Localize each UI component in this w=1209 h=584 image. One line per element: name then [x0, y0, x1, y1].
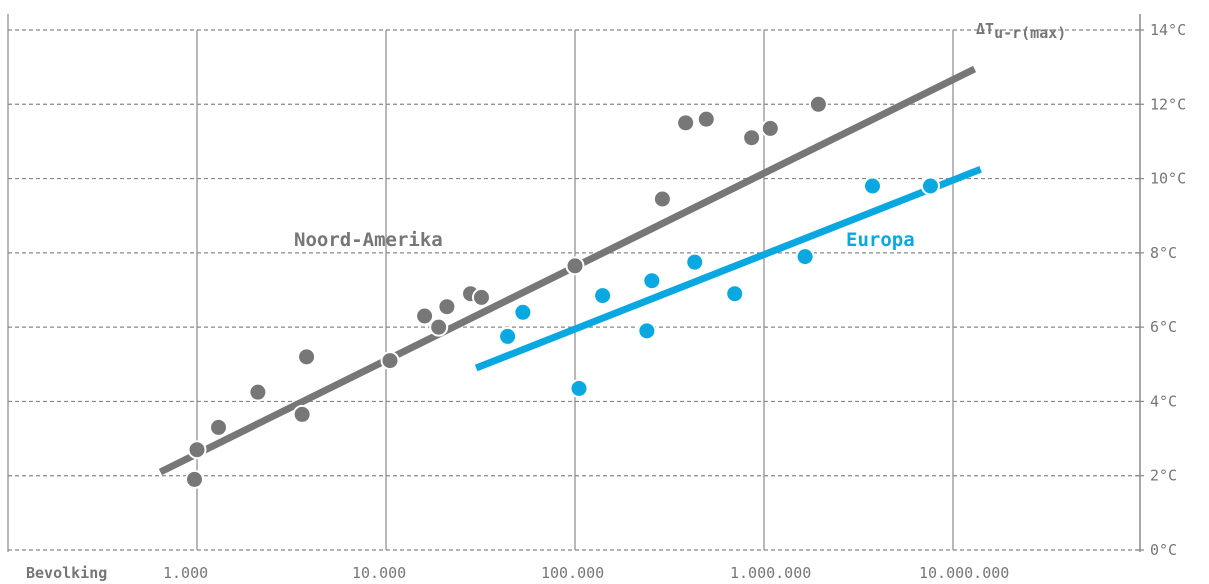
data-point: [498, 326, 518, 346]
data-point: [685, 252, 705, 272]
data-point: [209, 417, 229, 437]
y-tick-label: 2°C: [1150, 467, 1177, 485]
x-axis-title: Bevolking: [26, 564, 107, 582]
data-point: [593, 286, 613, 306]
x-tick-label: 1.000: [163, 564, 208, 582]
data-point: [297, 347, 317, 367]
axes: [7, 14, 1144, 552]
grid: [8, 29, 1140, 551]
y-tick-label: 4°C: [1150, 392, 1177, 410]
data-point: [642, 271, 662, 291]
data-point: [565, 256, 585, 276]
data-point: [676, 113, 696, 133]
y-tick-label: 10°C: [1150, 170, 1186, 188]
x-tick-label: 1.000.000: [730, 564, 811, 582]
data-point: [795, 247, 815, 267]
y-axis-title: ΔTu-r(max): [976, 20, 1066, 42]
data-point: [808, 94, 828, 114]
y-tick-label: 6°C: [1150, 318, 1177, 336]
data-point: [184, 469, 204, 489]
data-points: [184, 94, 940, 489]
x-tick-label: 100.000: [541, 564, 604, 582]
data-point: [513, 302, 533, 322]
y-tick-label: 0°C: [1150, 541, 1177, 559]
data-point: [920, 176, 940, 196]
data-point: [725, 284, 745, 304]
data-point: [652, 189, 672, 209]
data-point: [248, 382, 268, 402]
data-point: [437, 297, 457, 317]
labels: 0°C 2°C 4°C 6°C 8°C 10°C 12°C 14°C 1.000 10.000 10…: [26, 20, 1186, 582]
y-tick-label: 12°C: [1150, 95, 1186, 113]
data-point: [429, 317, 449, 337]
data-point: [862, 176, 882, 196]
series-label-europa: Europa: [846, 229, 915, 251]
x-tick-label: 10.000.000: [919, 564, 1009, 582]
data-point: [471, 287, 491, 307]
data-point: [742, 128, 762, 148]
data-point: [292, 404, 312, 424]
data-point: [415, 306, 435, 326]
series-label-noord-amerika: Noord-Amerika: [294, 229, 443, 251]
data-point: [569, 378, 589, 398]
y-tick-label: 8°C: [1150, 244, 1177, 262]
trend-line: [474, 166, 982, 372]
data-point: [637, 321, 657, 341]
data-point: [696, 109, 716, 129]
data-point: [760, 118, 780, 138]
data-point: [380, 351, 400, 371]
y-tick-label: 14°C: [1150, 21, 1186, 39]
x-tick-label: 10.000: [352, 564, 406, 582]
data-point: [187, 440, 207, 460]
